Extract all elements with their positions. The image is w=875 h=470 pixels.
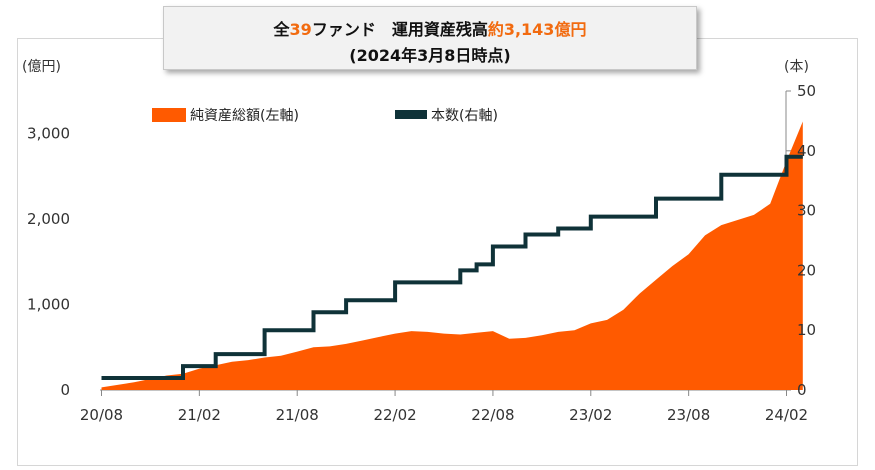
right-tick-label: 50 [797,82,816,100]
title-amount: 約3,143億円 [487,20,587,39]
title-box: 全39ファンド 運用資産残高約3,143億円 (2024年3月8日時点) [163,6,697,70]
title-line-2: (2024年3月8日時点) [349,46,511,65]
title-mid: ファンド 運用資産残高 [311,20,488,39]
net-assets-area [101,121,803,390]
left-tick-label: 3,000 [27,125,70,143]
title-line-1: 全39ファンド 運用資産残高約3,143億円 [164,16,696,40]
fund-count-step-line [101,154,803,380]
right-tick-label: 40 [797,142,816,160]
title-fund-count: 39 [289,20,312,39]
x-tick-label: 22/08 [471,406,514,424]
right-tick-label: 30 [797,202,816,220]
x-tick-label: 20/08 [80,406,123,424]
x-tick-label: 23/08 [667,406,710,424]
left-tick-label: 0 [60,381,70,399]
tick-labels: 0 1,000 2,000 3,000 0 10 20 30 40 50 20/08 21/02 21/… [27,82,816,424]
left-tick-label: 2,000 [27,210,70,228]
legend-swatch-area [152,108,186,122]
x-tick-label: 21/08 [276,406,319,424]
legend-swatch-line [395,110,427,119]
x-tick-label: 23/02 [569,406,612,424]
left-axis-unit-label: (億円) [22,59,61,75]
legend-label-net-assets: 純資産総額(左軸) [190,108,299,124]
x-tick-label: 24/02 [765,406,808,424]
right-tick-label: 20 [797,261,816,279]
left-tick-label: 1,000 [27,296,70,314]
right-tick-label: 0 [797,381,807,399]
right-axis-unit-label: (本) [784,59,809,75]
x-tick-label: 22/02 [373,406,416,424]
title-prefix: 全 [273,20,290,39]
right-tick-label: 10 [797,321,816,339]
legend: 純資産総額(左軸) 本数(右軸) [152,108,498,124]
legend-label-fund-count: 本数(右軸) [431,108,498,124]
x-tick-label: 21/02 [178,406,221,424]
